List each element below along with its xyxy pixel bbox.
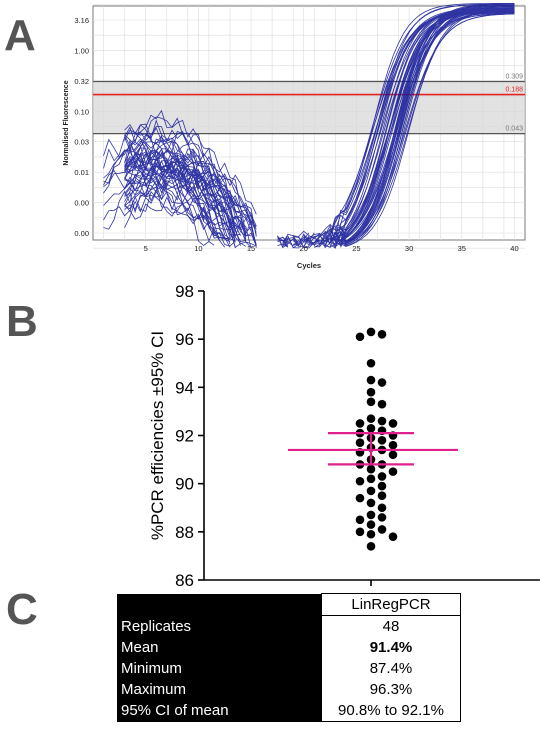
data-point (366, 541, 376, 551)
data-point (355, 527, 365, 537)
threshold-label: 0.188 (505, 87, 523, 94)
amplification-chart: 0.309 0.188 0.043 5 10 15 20 25 30 35 40 3.16 1.00 0.… (63, 3, 526, 270)
amplification-curve (124, 3, 515, 243)
data-point (377, 513, 387, 522)
y-tick-label: 0.10 (74, 107, 89, 116)
amplification-curve (103, 11, 515, 248)
data-point (355, 476, 365, 486)
row-value: 48 (321, 615, 461, 637)
table-row: 95% CI of mean 90.8% to 92.1% (117, 700, 461, 722)
data-point (366, 375, 376, 385)
x-axis-label: Cycles (297, 261, 321, 270)
band-upper-label: 0.309 (505, 73, 523, 80)
y-tick-label: 1.00 (74, 46, 89, 55)
data-point (377, 378, 387, 387)
data-point (377, 399, 387, 409)
x-tick-label: 30 (405, 244, 413, 253)
amplification-curve (124, 7, 515, 247)
amplification-curve (124, 8, 515, 243)
panel-letter-b: B (6, 297, 38, 346)
y-axis-label: Normalised Fluorescence (63, 80, 70, 165)
threshold-band (93, 81, 525, 134)
data-point (388, 532, 398, 541)
amplification-curve (124, 6, 515, 248)
y-tick-label: 92 (175, 427, 194, 446)
amplification-curve (124, 10, 515, 245)
band-lower-label: 0.043 (505, 126, 523, 133)
efficiency-scatter-chart: 86 88 90 92 94 96 98 %PCR efficiencies ±95% CI (148, 282, 540, 590)
data-point (377, 491, 387, 501)
row-label: 95% CI of mean (117, 700, 322, 722)
row-value: 90.8% to 92.1% (321, 700, 461, 722)
data-point (377, 481, 387, 491)
data-point (366, 387, 376, 397)
data-point (366, 474, 376, 484)
data-point (366, 464, 376, 474)
y-tick-label: 96 (175, 330, 194, 349)
row-value: 91.4% (321, 637, 461, 658)
y-axis-label: %PCR efficiencies ±95% CI (148, 331, 167, 540)
panel-letter-a: A (4, 11, 36, 60)
row-value: 96.3% (321, 679, 461, 700)
x-tick-label: 5 (144, 244, 148, 253)
table-row: Maximum 96.3% (117, 679, 461, 700)
data-point (355, 332, 365, 342)
data-point (366, 327, 376, 337)
row-label: Minimum (117, 658, 322, 679)
table-column-header: LinRegPCR (321, 593, 461, 616)
data-point (377, 503, 387, 513)
x-tick-label: 20 (300, 244, 308, 253)
data-point (388, 419, 398, 428)
data-point (388, 467, 398, 476)
y-tick-label: 0.01 (74, 168, 89, 177)
table-row: Minimum 87.4% (117, 658, 461, 679)
data-point (366, 423, 376, 433)
data-point (388, 450, 398, 460)
x-tick-label: 40 (510, 244, 518, 253)
row-label: Maximum (117, 679, 322, 700)
summary-table: LinRegPCR Replicates 48 Mean 91.4% Minim… (117, 593, 461, 722)
data-point (377, 436, 387, 445)
data-point (355, 438, 365, 448)
data-point (388, 440, 398, 450)
y-tick-label: 0.00 (74, 199, 89, 208)
x-tick-label: 35 (458, 244, 466, 253)
data-point (377, 416, 387, 426)
x-tick-label: 25 (352, 244, 360, 253)
data-point (366, 358, 376, 368)
data-point (377, 525, 387, 534)
panel-letter-c: C (6, 585, 38, 634)
y-tick-label: 90 (175, 475, 194, 494)
data-point (366, 520, 376, 529)
x-tick-label: 10 (194, 244, 202, 253)
row-label: Replicates (117, 615, 322, 637)
y-tick-label: 86 (175, 571, 194, 590)
y-tick-label: 88 (175, 523, 194, 542)
row-value: 87.4% (321, 658, 461, 679)
y-tick-label: 3.16 (74, 16, 89, 25)
table-row: Replicates 48 (117, 615, 461, 637)
data-point (355, 515, 365, 525)
y-tick-label: 94 (175, 378, 194, 397)
data-point (377, 330, 387, 339)
data-point (355, 493, 365, 503)
y-tick-label: 0.00 (74, 229, 89, 238)
y-tick-label: 0.03 (74, 138, 89, 147)
data-point (366, 529, 376, 539)
data-point (366, 397, 376, 407)
y-tick-label: 98 (175, 282, 194, 301)
curve-group (103, 3, 515, 249)
y-tick-label: 0.32 (74, 77, 89, 86)
table-row: Mean 91.4% (117, 637, 461, 658)
amplification-curve (124, 11, 515, 249)
data-point (355, 419, 365, 428)
data-point (366, 498, 376, 508)
x-tick-label: 15 (247, 244, 255, 253)
data-point (377, 472, 387, 481)
row-label: Mean (117, 637, 322, 658)
data-point (366, 486, 376, 496)
table-corner (117, 593, 322, 616)
data-point (366, 414, 376, 423)
data-point (366, 510, 376, 520)
